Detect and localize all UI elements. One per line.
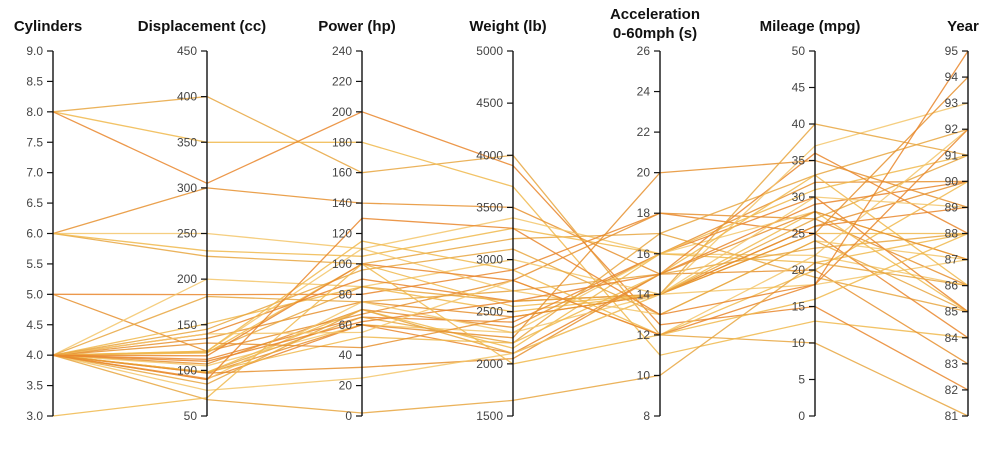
tick-label: 84: [945, 331, 959, 345]
tick-label: 5.5: [26, 257, 43, 271]
tick-label: 18: [637, 206, 651, 220]
tick-label: 5000: [476, 44, 503, 58]
tick-label: 12: [637, 328, 651, 342]
tick-label: 0: [798, 409, 805, 423]
tick-label: 25: [792, 227, 806, 241]
axis-title-mileage: Mileage (mpg): [760, 18, 861, 35]
tick-label: 94: [945, 70, 959, 84]
tick-label: 45: [792, 81, 806, 95]
tick-label: 200: [332, 105, 352, 119]
tick-label: 4000: [476, 148, 503, 162]
axis-title-acceleration: Acceleration: [610, 6, 700, 23]
tick-label: 180: [332, 135, 352, 149]
tick-label: 3.0: [26, 409, 43, 423]
tick-label: 100: [332, 257, 352, 271]
tick-label: 20: [792, 263, 806, 277]
tick-label: 16: [637, 247, 651, 261]
tick-label: 95: [945, 44, 959, 58]
tick-label: 14: [637, 287, 651, 301]
tick-label: 83: [945, 357, 959, 371]
tick-label: 5.0: [26, 287, 43, 301]
axis-title-power: Power (hp): [318, 18, 396, 35]
tick-label: 120: [332, 227, 352, 241]
tick-label: 22: [637, 125, 651, 139]
tick-label: 26: [637, 44, 651, 58]
tick-label: 140: [332, 196, 352, 210]
axis-displacement: 50 100 150 200 250 300 350 400 450 Displacement (…: [138, 18, 266, 423]
tick-label: 87: [945, 253, 959, 267]
tick-label: 4.5: [26, 318, 43, 332]
tick-label: 4.0: [26, 348, 43, 362]
axis-mileage: 0 5 10 15 20 25 30 35 40 45 50 Mileage (mpg): [760, 18, 861, 423]
tick-label: 10: [792, 336, 806, 350]
tick-label: 5: [798, 373, 805, 387]
tick-label: 160: [332, 166, 352, 180]
tick-label: 8: [643, 409, 650, 423]
tick-label: 40: [792, 117, 806, 131]
tick-label: 4500: [476, 96, 503, 110]
tick-label: 60: [339, 318, 353, 332]
axis-title-displacement: Displacement (cc): [138, 18, 266, 35]
tick-label: 250: [177, 227, 197, 241]
tick-label: 8.0: [26, 105, 43, 119]
tick-label: 400: [177, 90, 197, 104]
tick-label: 2500: [476, 305, 503, 319]
axis-title-weight: Weight (lb): [469, 18, 546, 35]
tick-label: 350: [177, 135, 197, 149]
axis-acceleration: 8 10 12 14 16 18 20 22 24 26 Acceleration 0-60mph (…: [610, 6, 700, 423]
tick-label: 6.5: [26, 196, 43, 210]
tick-label: 35: [792, 154, 806, 168]
tick-label: 80: [339, 287, 353, 301]
axis-year: 81 82 83 84 85 86 87 88 89 90 91 92 93 94 95 Year: [945, 18, 979, 423]
axis-power: 0 20 40 60 80 100 120 140 160 180 200 220 240 Power (…: [318, 18, 396, 423]
tick-label: 91: [945, 148, 959, 162]
tick-label: 0: [345, 409, 352, 423]
tick-label: 6.0: [26, 227, 43, 241]
tick-label: 89: [945, 200, 959, 214]
tick-label: 240: [332, 44, 352, 58]
tick-label: 10: [637, 368, 651, 382]
tick-label: 200: [177, 272, 197, 286]
tick-label: 50: [792, 44, 806, 58]
tick-label: 92: [945, 122, 959, 136]
tick-label: 24: [637, 85, 651, 99]
tick-label: 3.5: [26, 379, 43, 393]
tick-label: 9.0: [26, 44, 43, 58]
tick-label: 40: [339, 348, 353, 362]
axis-title-cylinders: Cylinders: [14, 18, 82, 35]
tick-label: 82: [945, 383, 959, 397]
axis-title-year: Year: [947, 18, 979, 35]
axis-title-acceleration: 0-60mph (s): [613, 25, 697, 42]
tick-label: 15: [792, 300, 806, 314]
tick-label: 85: [945, 305, 959, 319]
tick-label: 3500: [476, 200, 503, 214]
tick-label: 150: [177, 318, 197, 332]
tick-label: 86: [945, 279, 959, 293]
tick-label: 1500: [476, 409, 503, 423]
tick-label: 8.5: [26, 74, 43, 88]
tick-label: 100: [177, 363, 197, 377]
tick-label: 7.0: [26, 166, 43, 180]
tick-label: 2000: [476, 357, 503, 371]
tick-label: 50: [184, 409, 198, 423]
axis-weight: 1500 2000 2500 3000 3500 4000 4500 5000 Weight (…: [469, 18, 546, 423]
tick-label: 300: [177, 181, 197, 195]
tick-label: 93: [945, 96, 959, 110]
tick-label: 7.5: [26, 135, 43, 149]
axis-cylinders: 3.0 3.5 4.0 4.5 5.0 5.5 6.0 6.5 7.0 7.5 8.0 8.5 9.0 C…: [14, 18, 82, 423]
tick-label: 30: [792, 190, 806, 204]
tick-label: 20: [339, 379, 353, 393]
tick-label: 81: [945, 409, 959, 423]
tick-label: 88: [945, 227, 959, 241]
tick-label: 220: [332, 74, 352, 88]
tick-label: 90: [945, 174, 959, 188]
tick-label: 450: [177, 44, 197, 58]
axes: 3.0 3.5 4.0 4.5 5.0 5.5 6.0 6.5 7.0 7.5 8.0 8.5 9.0 C…: [14, 6, 979, 423]
tick-label: 3000: [476, 253, 503, 267]
tick-label: 20: [637, 166, 651, 180]
